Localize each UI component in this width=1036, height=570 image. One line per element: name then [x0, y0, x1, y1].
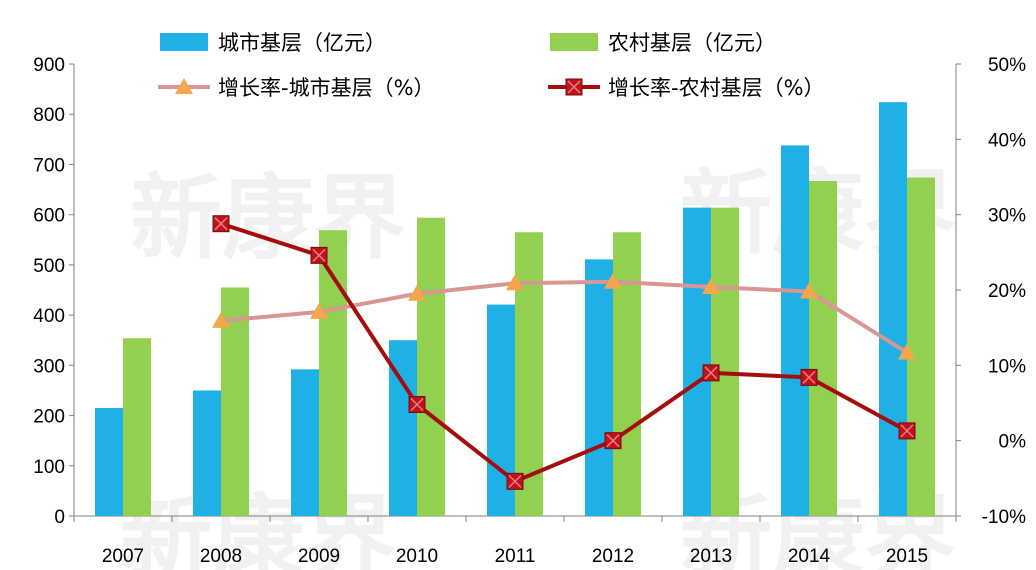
x-tick-label: 2013 — [690, 546, 732, 567]
marker-x — [606, 434, 620, 448]
watermark-text-0: 新康界 — [130, 165, 406, 272]
legend: 城市基层（亿元） 农村基层（亿元） 增长率-城市基层（%） 增长率-农村基层（%） — [158, 31, 825, 100]
bar-urban — [193, 390, 221, 516]
x-tick-label: 2011 — [495, 546, 536, 567]
line-layer — [212, 215, 916, 490]
bar-urban — [879, 102, 907, 517]
legend-label: 农村基层（亿元） — [608, 31, 776, 55]
marker-x — [802, 370, 816, 384]
bar-rural — [711, 207, 739, 516]
x-tick-label: 2014 — [788, 546, 831, 567]
legend-swatch — [550, 33, 598, 51]
legend-item-3: 增长率-农村基层（%） — [548, 76, 825, 100]
marker-x — [704, 366, 718, 380]
bar-urban — [95, 408, 123, 516]
point-urban-growth — [604, 272, 622, 289]
marker-x — [900, 424, 914, 438]
legend-label: 城市基层（亿元） — [218, 31, 386, 55]
bar-urban — [781, 145, 809, 517]
legend-item-2: 增长率-城市基层（%） — [158, 76, 435, 100]
point-rural-growth — [604, 432, 622, 450]
bar-urban — [585, 259, 613, 516]
right-tick-label: 30% — [988, 206, 1026, 227]
left-tick-label: 900 — [33, 55, 65, 76]
legend-item-1: 农村基层（亿元） — [550, 31, 776, 55]
legend-item-0: 城市基层（亿元） — [160, 31, 386, 55]
legend-swatch — [160, 33, 208, 51]
marker-x — [312, 248, 326, 262]
legend-marker — [175, 78, 193, 94]
left-tick-label: 500 — [33, 256, 65, 277]
bar-rural — [417, 217, 445, 516]
x-tick-label: 2010 — [396, 546, 438, 567]
x-tick-label: 2009 — [298, 546, 340, 567]
left-tick-label: 600 — [33, 206, 65, 227]
left-tick-label: 200 — [33, 407, 65, 428]
right-tick-label: -10% — [982, 507, 1026, 528]
point-rural-growth — [310, 246, 328, 264]
x-tick-label: 2007 — [102, 546, 144, 567]
x-tick-label: 2008 — [200, 546, 242, 567]
point-urban-growth — [898, 343, 916, 360]
point-rural-growth — [702, 364, 720, 382]
x-tick-label: 2012 — [592, 546, 634, 567]
bar-rural — [809, 181, 837, 517]
left-tick-label: 0 — [54, 507, 65, 528]
marker-x — [508, 474, 522, 488]
point-urban-growth — [800, 282, 818, 299]
right-tick-label: 50% — [988, 55, 1026, 76]
bar-urban — [291, 369, 319, 516]
point-rural-growth — [212, 215, 230, 233]
left-tick-label: 800 — [33, 105, 65, 126]
point-urban-growth — [408, 284, 426, 301]
bar-rural — [515, 232, 543, 516]
point-rural-growth — [506, 472, 524, 490]
point-urban-growth — [310, 302, 328, 319]
bar-layer — [95, 102, 935, 517]
bar-urban — [683, 207, 711, 516]
legend-label: 增长率-农村基层（%） — [608, 76, 825, 100]
left-tick-label: 100 — [33, 457, 65, 478]
right-tick-label: 40% — [988, 130, 1026, 151]
left-tick-label: 700 — [33, 155, 65, 176]
point-urban-growth — [702, 277, 720, 294]
left-tick-label: 300 — [33, 356, 65, 377]
line-urban-growth — [220, 279, 909, 355]
marker-x — [214, 217, 228, 231]
point-urban-growth — [212, 311, 230, 328]
left-tick-label: 400 — [33, 306, 65, 327]
marker-x — [410, 397, 424, 412]
legend-label: 增长率-城市基层（%） — [218, 76, 435, 100]
point-rural-growth — [408, 396, 426, 414]
point-rural-growth — [898, 422, 916, 440]
point-rural-growth — [800, 368, 818, 386]
point-urban-growth — [506, 274, 524, 291]
x-tick-label: 2015 — [886, 546, 928, 567]
bar-rural — [613, 232, 641, 516]
bar-rural — [907, 177, 935, 516]
right-tick-label: 0% — [999, 432, 1027, 453]
bar-rural — [123, 338, 151, 516]
right-tick-label: 20% — [988, 281, 1026, 302]
watermark-text-2: 新康界 — [120, 485, 396, 570]
axes: 0 100 200 300 400 500 600 700 800 900 -10% 0% 10% 20%… — [33, 55, 1026, 567]
legend-marker-x — [567, 80, 581, 94]
line-rural-growth — [220, 221, 908, 484]
right-tick-label: 10% — [988, 356, 1026, 377]
